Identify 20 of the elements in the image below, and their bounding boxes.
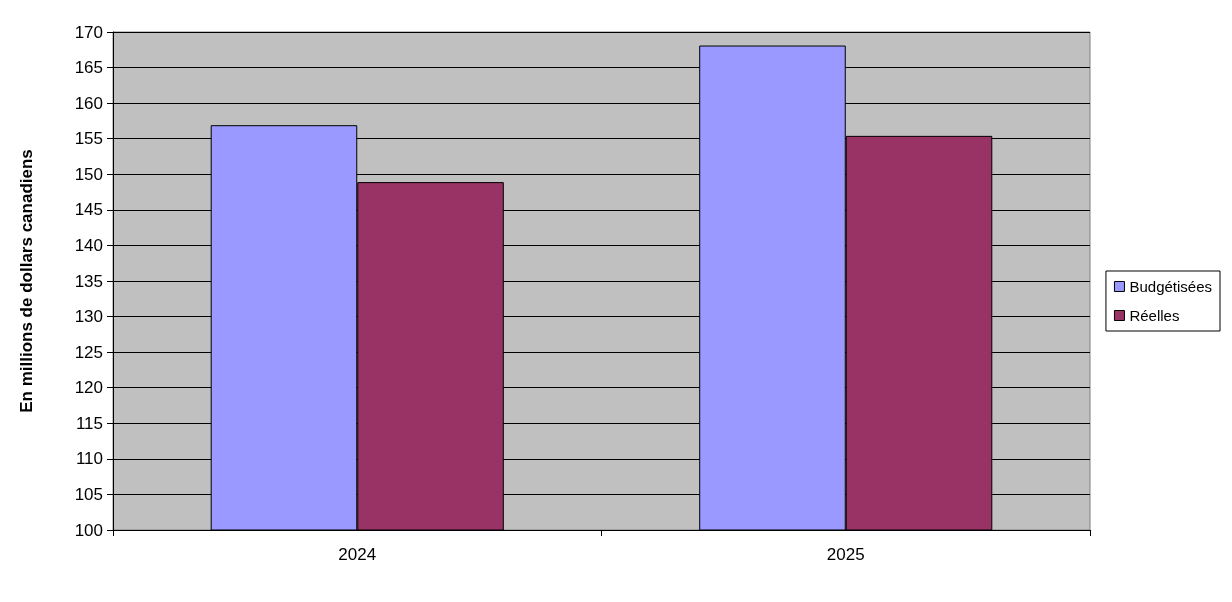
- y-tick-label: 115: [75, 413, 103, 433]
- y-tick-label: 150: [74, 164, 103, 184]
- y-tick-label: 165: [74, 58, 103, 78]
- legend-label: Réelles: [1129, 307, 1180, 324]
- y-tick-label: 160: [74, 93, 103, 113]
- legend-label: Budgétisées: [1129, 278, 1212, 295]
- y-tick-label: 105: [74, 484, 103, 504]
- y-tick-label: 130: [74, 307, 103, 327]
- y-tick-label: 145: [74, 200, 103, 220]
- y-tick-label: 125: [74, 342, 103, 362]
- y-tick-label: 170: [74, 22, 103, 42]
- y-tick-label: 155: [74, 129, 103, 149]
- y-axis-title: En millions de dollars canadiens: [17, 149, 36, 413]
- x-tick-label: 2025: [826, 545, 865, 564]
- y-tick-label: 100: [74, 520, 103, 540]
- y-tick-label: 135: [74, 271, 103, 291]
- y-tick-label: 140: [74, 235, 103, 255]
- y-tick-label: 120: [74, 378, 103, 398]
- y-tick-label: 110: [75, 449, 103, 469]
- x-tick-label: 2024: [338, 545, 377, 564]
